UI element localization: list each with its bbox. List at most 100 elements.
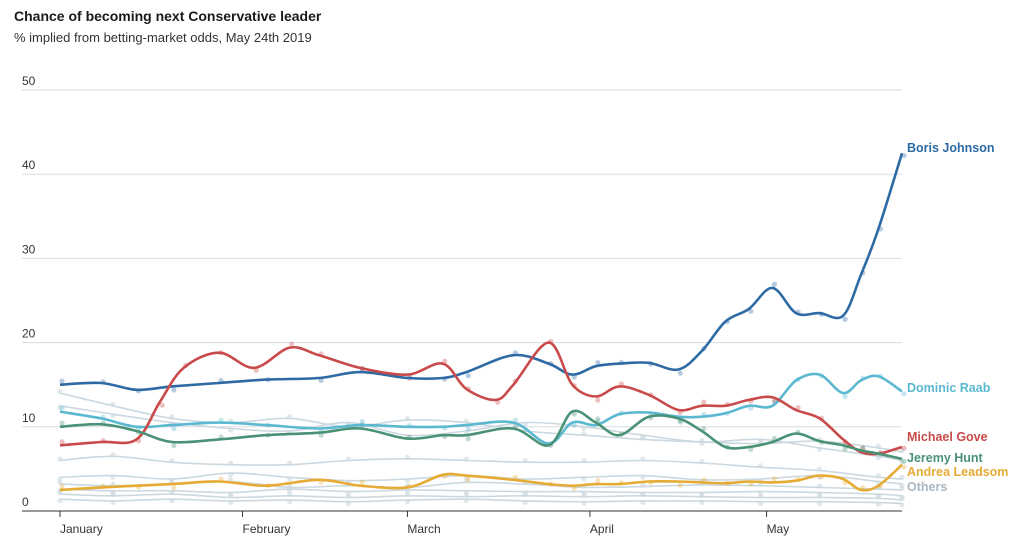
dominic-raab-line (59, 372, 903, 445)
label-boris-johnson: Boris Johnson (907, 141, 995, 155)
others-point (899, 485, 905, 492)
others-point (581, 431, 587, 437)
others-point (404, 498, 410, 505)
series-lines (59, 152, 904, 492)
boris-johnson-point (59, 378, 65, 384)
others-point (581, 425, 587, 431)
others-point (522, 499, 528, 505)
others-point (875, 473, 882, 479)
others-point (816, 500, 823, 506)
dominic-raab-point (59, 405, 65, 411)
y-tick-label: 0 (22, 495, 29, 509)
boris-johnson-point (677, 370, 683, 376)
others-point (522, 491, 528, 497)
others-point (287, 476, 293, 482)
dominic-raab-point (901, 391, 907, 397)
others-point (57, 404, 63, 410)
boris-johnson-point (595, 359, 601, 366)
others-point (640, 434, 646, 440)
others-point (57, 498, 63, 504)
michael-gove-point (289, 341, 295, 347)
others-point (758, 493, 764, 499)
others-point (228, 493, 234, 499)
dominic-raab-point (171, 426, 177, 432)
others-point (463, 478, 469, 484)
others-point (345, 500, 352, 506)
others-point (522, 458, 528, 464)
jeremy-hunt-line (59, 409, 903, 461)
others-point (875, 501, 882, 507)
others-point (404, 477, 410, 484)
others-line (59, 493, 903, 501)
others-point (816, 466, 823, 472)
others-point (228, 472, 234, 478)
others-point (899, 502, 905, 508)
others-point (581, 500, 587, 506)
others-point (110, 499, 116, 505)
others-point (404, 491, 410, 497)
boris-johnson-point (171, 387, 177, 393)
michael-gove-point (901, 445, 907, 451)
others-point (463, 456, 469, 462)
michael-gove-line (59, 341, 903, 456)
grid: 0 10 20 30 40 50 (22, 74, 902, 512)
others-point (875, 494, 882, 500)
others-point (287, 460, 293, 466)
others-point (110, 413, 116, 419)
others-point (699, 492, 705, 498)
others-point (345, 493, 352, 499)
others-point (110, 491, 116, 497)
others-point (287, 414, 293, 420)
x-axis: January February March April May (59, 511, 789, 536)
y-tick-label: 10 (22, 411, 36, 425)
chart-subtitle: % implied from betting-market odds, May … (14, 30, 312, 45)
others-point (875, 455, 882, 461)
others-point (110, 452, 116, 458)
andrea-leadsom-point (771, 476, 778, 482)
label-jeremy-hunt: Jeremy Hunt (907, 451, 984, 465)
andrea-leadsom-point (359, 479, 365, 485)
others-point (640, 474, 646, 480)
others-point (228, 460, 234, 466)
others-point (287, 488, 293, 494)
others-point (57, 490, 63, 496)
others-point (110, 474, 116, 480)
others-point (228, 427, 234, 433)
others-point (699, 499, 705, 505)
others-point (169, 458, 175, 464)
andrea-leadsom-point (595, 477, 601, 484)
others-point (899, 459, 905, 465)
others-point (816, 483, 823, 489)
others-point (816, 446, 823, 452)
others-point (228, 499, 234, 505)
others-point (169, 498, 175, 504)
michael-gove-point (701, 399, 707, 405)
others-point (758, 463, 764, 469)
others-point (699, 440, 705, 447)
others-line (59, 498, 903, 505)
andrea-leadsom-point (465, 476, 471, 482)
x-tick-label: January (60, 522, 103, 536)
boris-johnson-point (748, 308, 754, 314)
others-line (59, 405, 903, 462)
others-point (110, 401, 116, 407)
andrea-leadsom-point (677, 482, 683, 488)
data-points (57, 152, 907, 508)
others-point (463, 418, 469, 424)
boris-johnson-point (771, 281, 778, 287)
boris-johnson-point (465, 373, 471, 379)
others-point (758, 438, 764, 444)
others-point (57, 479, 63, 486)
others-point (463, 492, 469, 498)
others-point (345, 456, 352, 462)
x-tick-label: March (407, 522, 440, 536)
michael-gove-point (595, 397, 601, 403)
others-point (287, 498, 293, 505)
y-tick-label: 20 (22, 327, 36, 341)
label-andrea-leadsom: Andrea Leadsom (907, 465, 1008, 479)
others-point (57, 456, 63, 462)
y-tick-label: 50 (22, 74, 36, 88)
others-point (287, 491, 293, 497)
others-point (522, 421, 528, 427)
andrea-leadsom-point (59, 483, 65, 489)
